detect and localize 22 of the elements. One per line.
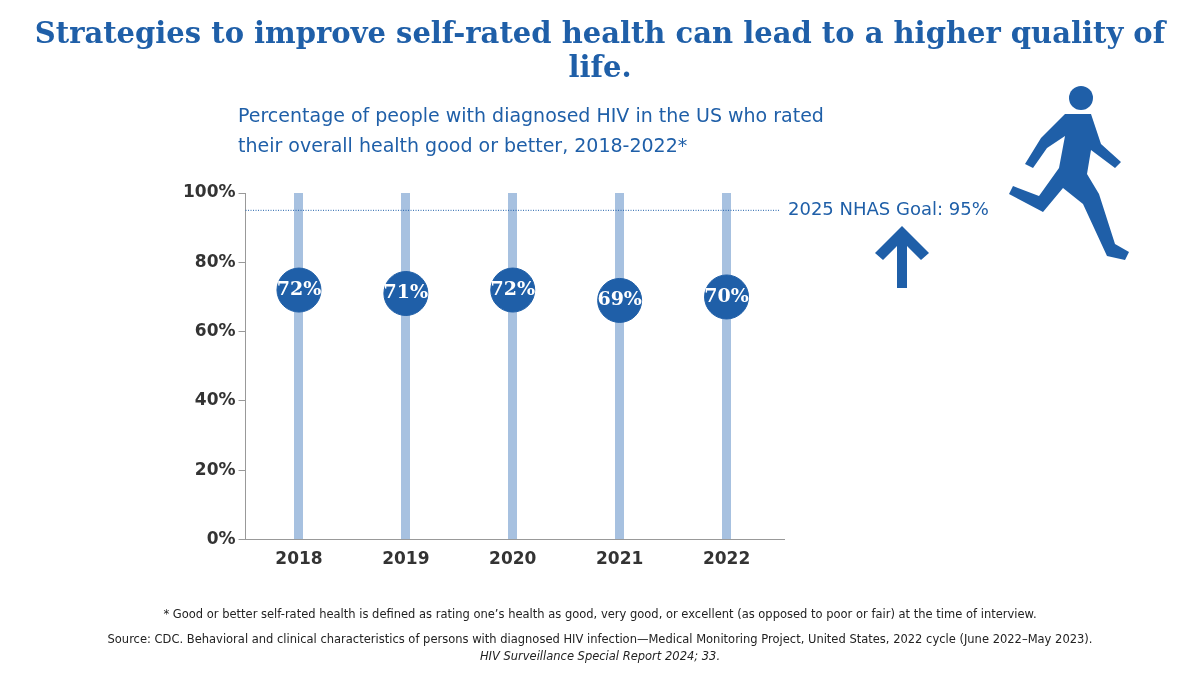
x-tick-label: 2022 xyxy=(702,548,751,569)
y-tick-label: 100% xyxy=(182,181,236,202)
x-tick-label: 2021 xyxy=(595,548,644,569)
y-tick-label: 0% xyxy=(206,528,236,549)
data-label: 70% xyxy=(704,283,749,306)
chart-title: Strategies to improve self-rated health can lead to a higher quality of life. xyxy=(33,16,1168,84)
data-label: 72% xyxy=(490,276,536,299)
data-label: 69% xyxy=(597,287,642,310)
x-tick-label: 2020 xyxy=(489,548,537,569)
source-note: Source: CDC. Behavioral and clinical characteristics of persons with diagnosed HIV infection—Medical Monitoring Project, United States, 2022 cycle (June 2022–May 2023). xyxy=(106,631,1094,648)
ref-line-label: 2025 NHAS Goal: 95% xyxy=(788,198,989,219)
data-label: 71% xyxy=(383,280,429,303)
x-tick-label: 2018 xyxy=(275,548,323,569)
text: * Good or better self-rated health is defined as rating one’s health as good, very good, or excellent (as opposed to poor or fair) at the time of interview. xyxy=(162,606,1038,623)
x-tick-label: 2019 xyxy=(382,548,430,569)
y-tick-label: 40% xyxy=(194,389,236,410)
y-tick-label: 20% xyxy=(194,458,236,479)
chart-subtitle: Percentage of people with diagnosed HIV in the US who rated their overall health good or better, 2018-2022* xyxy=(238,103,825,158)
y-tick-label: 80% xyxy=(194,250,236,271)
y-tick-label: 60% xyxy=(194,320,236,341)
text: HIV Surveillance Special Report 2024; 33. xyxy=(478,648,722,665)
data-label: 72% xyxy=(276,276,322,299)
